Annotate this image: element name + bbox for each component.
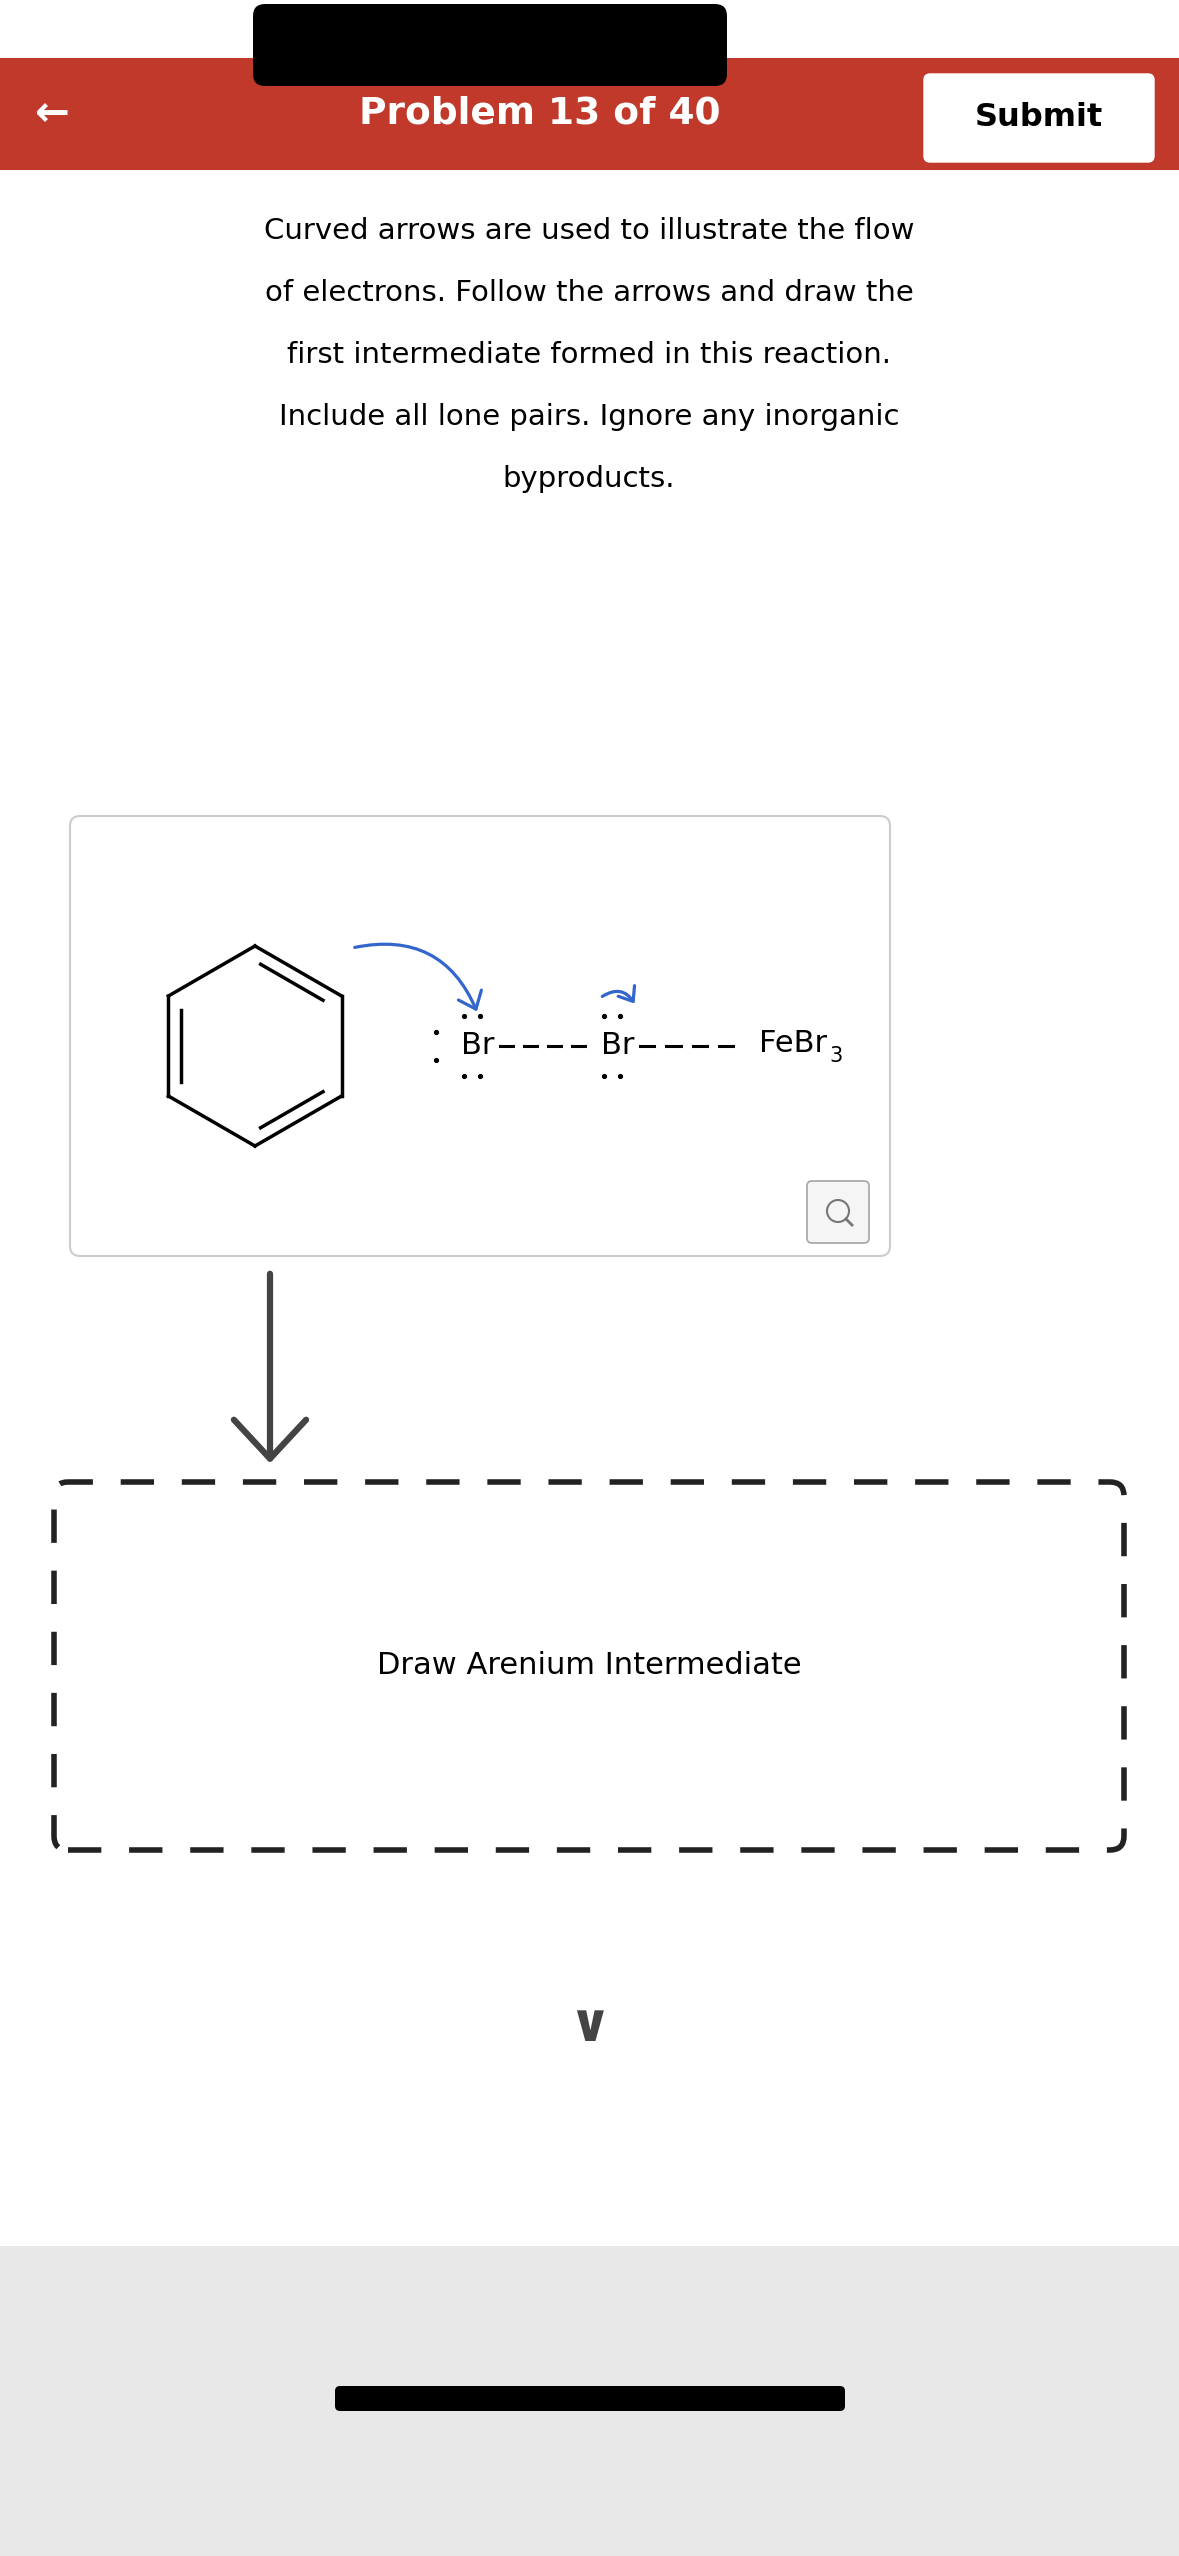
FancyArrowPatch shape (233, 1273, 307, 1459)
Text: Problem 13 of 40: Problem 13 of 40 (360, 97, 720, 133)
FancyBboxPatch shape (924, 74, 1154, 161)
Text: byproducts.: byproducts. (502, 465, 676, 493)
FancyBboxPatch shape (806, 1181, 869, 1242)
Text: Submit: Submit (975, 102, 1104, 133)
Text: Br: Br (601, 1033, 634, 1061)
FancyBboxPatch shape (54, 1482, 1124, 1851)
Text: FeBr: FeBr (759, 1030, 828, 1058)
FancyBboxPatch shape (335, 2385, 845, 2410)
Text: Include all lone pairs. Ignore any inorganic: Include all lone pairs. Ignore any inorg… (278, 404, 900, 432)
FancyArrowPatch shape (602, 987, 634, 1002)
Text: ∣: ∣ (304, 33, 316, 56)
FancyBboxPatch shape (70, 815, 890, 1255)
Text: ∨: ∨ (567, 1999, 611, 2052)
Text: Curved arrows are used to illustrate the flow: Curved arrows are used to illustrate the… (264, 217, 914, 245)
Text: Br: Br (461, 1033, 495, 1061)
Bar (0, 59, 1179, 171)
Bar (0, 2247, 1179, 2556)
Text: of electrons. Follow the arrows and draw the: of electrons. Follow the arrows and draw… (264, 279, 914, 307)
FancyArrowPatch shape (355, 943, 481, 1010)
Text: Draw Arenium Intermediate: Draw Arenium Intermediate (376, 1651, 802, 1679)
FancyBboxPatch shape (253, 5, 727, 87)
Text: ←: ← (34, 92, 70, 135)
Text: 3: 3 (829, 1045, 842, 1066)
Text: first intermediate formed in this reaction.: first intermediate formed in this reacti… (286, 340, 891, 368)
